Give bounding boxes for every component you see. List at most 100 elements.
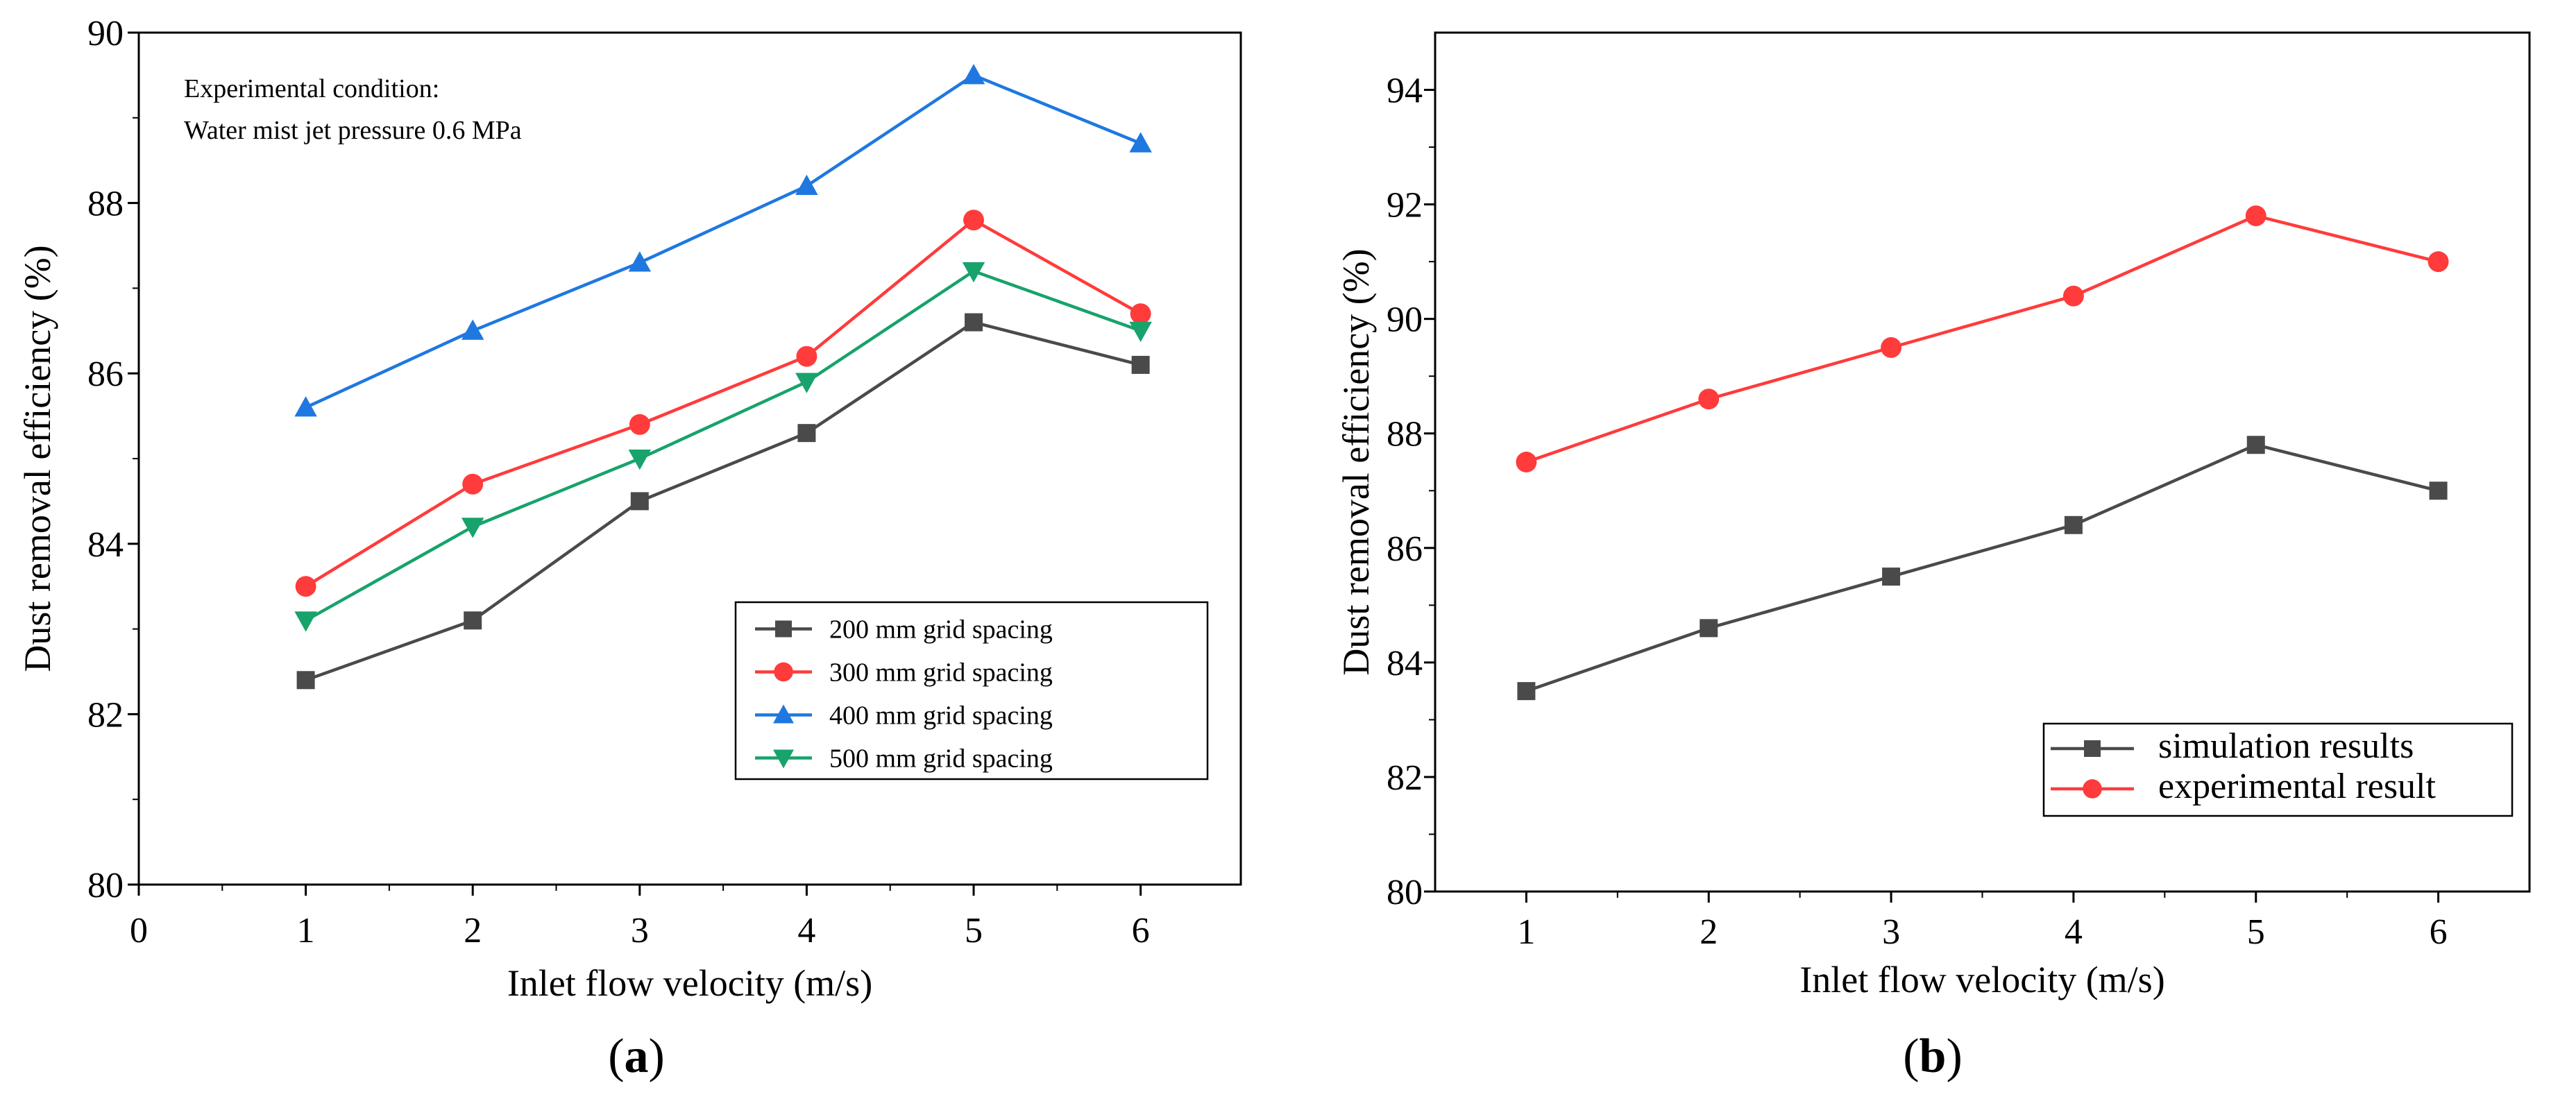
data-point xyxy=(1882,568,1901,586)
x-tick-label: 2 xyxy=(464,911,482,950)
x-tick-label: 2 xyxy=(1700,912,1718,952)
x-tick-label: 1 xyxy=(1517,912,1535,952)
data-point xyxy=(462,473,484,495)
x-tick-label: 5 xyxy=(2247,912,2265,952)
x-tick-label: 6 xyxy=(2430,912,2448,952)
chart-panel-b: 1 2 3 4 5 6 80 82 84 86 88 90 92 94 Inlet flow velocit… xyxy=(1335,31,2531,1083)
series-300-mm-grid-spacing xyxy=(295,210,1151,597)
data-point xyxy=(1698,389,1720,410)
data-point xyxy=(1516,452,1537,472)
panel-label-letter: a xyxy=(625,1030,649,1083)
legend-label: experimental result xyxy=(2158,767,2437,806)
series-line xyxy=(1525,214,2439,464)
legend-marker xyxy=(775,620,792,638)
series-line xyxy=(1525,443,2439,693)
legend-label: 300 mm grid spacing xyxy=(829,658,1053,687)
data-point xyxy=(1129,132,1152,153)
data-point xyxy=(2062,285,2084,307)
data-point xyxy=(965,313,983,332)
y-tick-label: 80 xyxy=(1387,873,1423,912)
series-simulation-results xyxy=(1517,436,2448,701)
panel-label: (a) xyxy=(608,1030,665,1083)
legend-marker xyxy=(2084,740,2101,757)
data-point xyxy=(797,424,816,443)
y-tick-label: 82 xyxy=(87,695,124,735)
data-point xyxy=(294,396,317,417)
data-point xyxy=(294,611,317,632)
data-point xyxy=(1129,321,1152,343)
series-500-mm-grid-spacing xyxy=(294,262,1152,632)
data-point xyxy=(962,64,985,85)
series-line xyxy=(305,321,1142,682)
series-200-mm-grid-spacing xyxy=(296,313,1150,690)
x-tick-label: 4 xyxy=(797,911,815,950)
legend-marker xyxy=(774,662,793,682)
data-point xyxy=(795,373,818,393)
data-point xyxy=(461,319,484,340)
panel-label-open: ( xyxy=(1903,1030,1919,1083)
data-point xyxy=(963,210,984,231)
legend-marker xyxy=(773,704,794,724)
series-line xyxy=(305,218,1142,588)
legend-label: 400 mm grid spacing xyxy=(829,701,1053,730)
data-point xyxy=(628,450,652,470)
panel-label-letter: b xyxy=(1920,1030,1947,1083)
legend-marker xyxy=(2083,779,2102,799)
x-axis-title: Inlet flow velocity (m/s) xyxy=(1799,959,2164,1000)
y-tick-label: 80 xyxy=(87,866,124,905)
data-point xyxy=(1881,336,1902,358)
data-point xyxy=(461,518,484,538)
data-point xyxy=(628,251,652,272)
x-tick-label: 0 xyxy=(130,911,148,950)
y-tick-label: 94 xyxy=(1387,71,1423,111)
data-point xyxy=(2064,515,2083,534)
data-point xyxy=(962,262,985,283)
series-line xyxy=(305,74,1142,409)
x-tick-label: 3 xyxy=(1882,912,1900,952)
x-tick-label: 1 xyxy=(297,911,315,950)
chart-panel-a: 0 1 2 3 4 5 6 80 82 84 86 88 90 Inlet flow velocity (… xyxy=(17,14,1242,1083)
data-point xyxy=(2429,481,2448,500)
data-point xyxy=(629,413,650,435)
y-tick-label: 90 xyxy=(87,14,124,53)
annotation-line: Experimental condition: xyxy=(184,74,439,103)
legend: 200 mm grid spacing 300 mm grid spacing 40… xyxy=(734,601,1209,781)
legend-label: 500 mm grid spacing xyxy=(829,744,1053,773)
data-point xyxy=(796,346,817,367)
data-point xyxy=(2246,436,2265,454)
panel-label-close: ) xyxy=(649,1030,665,1083)
y-tick-label: 84 xyxy=(87,525,124,565)
panel-label: (b) xyxy=(1903,1030,1963,1083)
y-tick-label: 86 xyxy=(87,355,124,394)
series-400-mm-grid-spacing xyxy=(294,64,1152,417)
data-point xyxy=(464,611,482,630)
x-tick-label: 6 xyxy=(1132,911,1150,950)
panel-label-open: ( xyxy=(608,1030,624,1083)
legend-marker xyxy=(773,749,794,769)
data-point xyxy=(1700,619,1718,638)
data-point xyxy=(2427,251,2449,273)
y-axis-title: Dust removal efficiency (%) xyxy=(1335,248,1377,675)
x-tick-label: 4 xyxy=(2065,912,2083,952)
x-axis-title: Inlet flow velocity (m/s) xyxy=(507,962,872,1004)
y-tick-label: 86 xyxy=(1387,529,1423,569)
data-point xyxy=(795,174,818,196)
data-point xyxy=(295,576,316,597)
data-point xyxy=(1130,303,1151,325)
y-tick-label: 84 xyxy=(1387,644,1423,683)
legend-label: simulation results xyxy=(2158,726,2414,766)
data-point xyxy=(1517,682,1536,701)
y-axis-title: Dust removal efficiency (%) xyxy=(17,245,58,672)
legend-box xyxy=(2042,722,2514,817)
y-tick-label: 90 xyxy=(1387,300,1423,340)
legend-box xyxy=(734,601,1209,781)
y-tick-label: 88 xyxy=(1387,415,1423,454)
series-line xyxy=(305,269,1142,622)
x-tick-label: 5 xyxy=(965,911,983,950)
data-point xyxy=(630,492,649,511)
data-point xyxy=(1131,355,1150,374)
series-experimental-result xyxy=(1516,205,2449,472)
y-tick-label: 82 xyxy=(1387,758,1423,798)
